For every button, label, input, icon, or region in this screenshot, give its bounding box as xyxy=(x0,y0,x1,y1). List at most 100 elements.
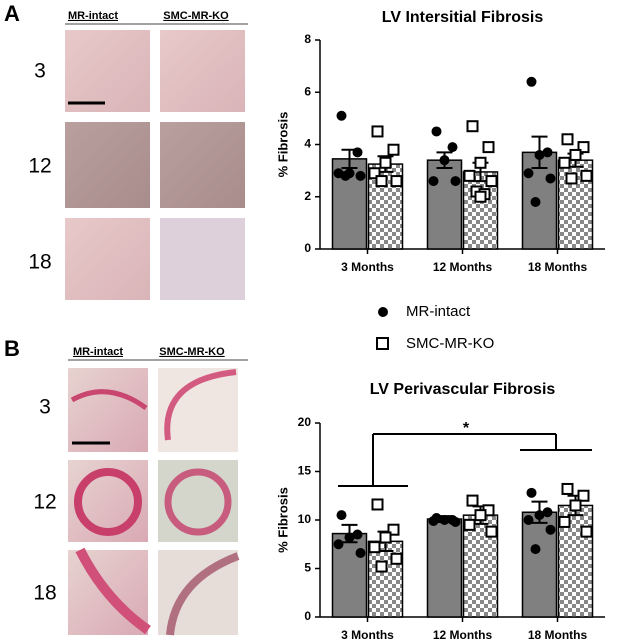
data-point xyxy=(375,560,388,573)
histology-image xyxy=(65,30,150,112)
y-tick-label: 6 xyxy=(304,84,311,98)
data-point xyxy=(534,149,545,160)
data-point xyxy=(526,76,537,87)
data-point xyxy=(355,170,366,181)
data-point xyxy=(371,125,384,138)
chart-title: LV Perivascular Fibrosis xyxy=(370,381,556,398)
significance-bracket xyxy=(338,433,592,487)
data-point xyxy=(352,529,363,540)
data-point xyxy=(371,498,384,511)
legend: MR-intact SMC-MR-KO xyxy=(376,303,494,352)
column-header: SMC-MR-KO xyxy=(159,346,225,358)
data-point xyxy=(545,173,556,184)
data-point xyxy=(355,547,366,558)
y-tick-label: 2 xyxy=(304,189,311,203)
data-point xyxy=(428,176,439,187)
histology-image xyxy=(160,122,245,208)
data-point xyxy=(526,487,537,498)
bar xyxy=(426,159,463,250)
data-point xyxy=(463,169,476,182)
data-point xyxy=(375,175,388,188)
data-point xyxy=(344,532,355,543)
x-tick-label: 18 Months xyxy=(528,260,588,274)
data-point xyxy=(431,126,442,137)
data-point xyxy=(542,147,553,158)
data-point xyxy=(558,156,571,169)
data-point xyxy=(450,176,461,187)
y-tick-label: 0 xyxy=(304,241,311,255)
data-point xyxy=(569,148,582,161)
data-point xyxy=(580,525,593,538)
row-label: 3 xyxy=(39,396,51,419)
data-point xyxy=(534,510,545,521)
data-point xyxy=(561,133,574,146)
x-tick-label: 3 Months xyxy=(341,260,394,274)
legend-marker xyxy=(378,307,388,317)
vessel-wall xyxy=(164,369,237,441)
y-tick-label: 5 xyxy=(304,561,311,575)
histology-image xyxy=(160,218,245,300)
y-axis-label: % Fibrosis xyxy=(275,487,290,553)
data-point xyxy=(485,525,498,538)
data-point xyxy=(368,167,381,180)
panel-letter: A xyxy=(4,1,20,26)
histology-image xyxy=(65,218,150,300)
histology-image xyxy=(65,122,150,208)
data-point xyxy=(390,175,403,188)
data-point xyxy=(545,524,556,535)
data-point xyxy=(558,515,571,528)
data-point xyxy=(474,509,487,522)
x-tick-label: 3 Months xyxy=(341,628,394,642)
x-tick-label: 12 Months xyxy=(433,628,493,642)
data-point xyxy=(336,110,347,121)
y-tick-label: 0 xyxy=(304,609,311,623)
data-point xyxy=(387,143,400,156)
data-point xyxy=(387,523,400,536)
vessel-wall xyxy=(75,547,151,635)
y-tick-label: 8 xyxy=(304,32,311,46)
data-point xyxy=(439,155,450,166)
data-point xyxy=(379,156,392,169)
y-tick-label: 4 xyxy=(304,137,311,151)
bar xyxy=(426,518,463,618)
data-point xyxy=(379,531,392,544)
data-point xyxy=(466,494,479,507)
data-point xyxy=(340,170,351,181)
y-tick-label: 10 xyxy=(298,512,312,526)
data-point xyxy=(333,539,344,550)
data-point xyxy=(485,175,498,188)
panel-a-images: A MR-intact SMC-MR-KO 3 12 18 xyxy=(4,1,248,300)
data-point xyxy=(390,552,403,565)
row-label: 3 xyxy=(34,60,46,83)
data-point xyxy=(577,141,590,154)
data-point xyxy=(368,541,381,554)
y-tick-label: 15 xyxy=(298,464,312,478)
data-point xyxy=(523,168,534,179)
x-tick-label: 12 Months xyxy=(433,260,493,274)
row-label: 12 xyxy=(33,491,56,514)
data-point xyxy=(577,489,590,502)
x-tick-label: 18 Months xyxy=(528,628,588,642)
data-point xyxy=(474,190,487,203)
column-header: MR-intact xyxy=(73,346,123,358)
vessel-wall xyxy=(70,389,148,411)
column-header: MR-intact xyxy=(68,10,118,22)
data-point xyxy=(482,141,495,154)
histology-image xyxy=(160,30,245,112)
data-point xyxy=(450,516,461,527)
data-point xyxy=(336,510,347,521)
legend-marker xyxy=(376,337,389,350)
data-point xyxy=(523,515,534,525)
data-point xyxy=(466,120,479,133)
data-point xyxy=(565,172,578,185)
data-point xyxy=(569,499,582,512)
data-point xyxy=(447,142,458,153)
data-point xyxy=(463,518,476,531)
significance-label: * xyxy=(463,420,470,437)
histology-image xyxy=(68,368,148,452)
chart-title: LV Intersitial Fibrosis xyxy=(382,9,544,26)
vessel-wall xyxy=(164,468,232,536)
data-point xyxy=(542,507,553,518)
data-point xyxy=(439,515,450,525)
